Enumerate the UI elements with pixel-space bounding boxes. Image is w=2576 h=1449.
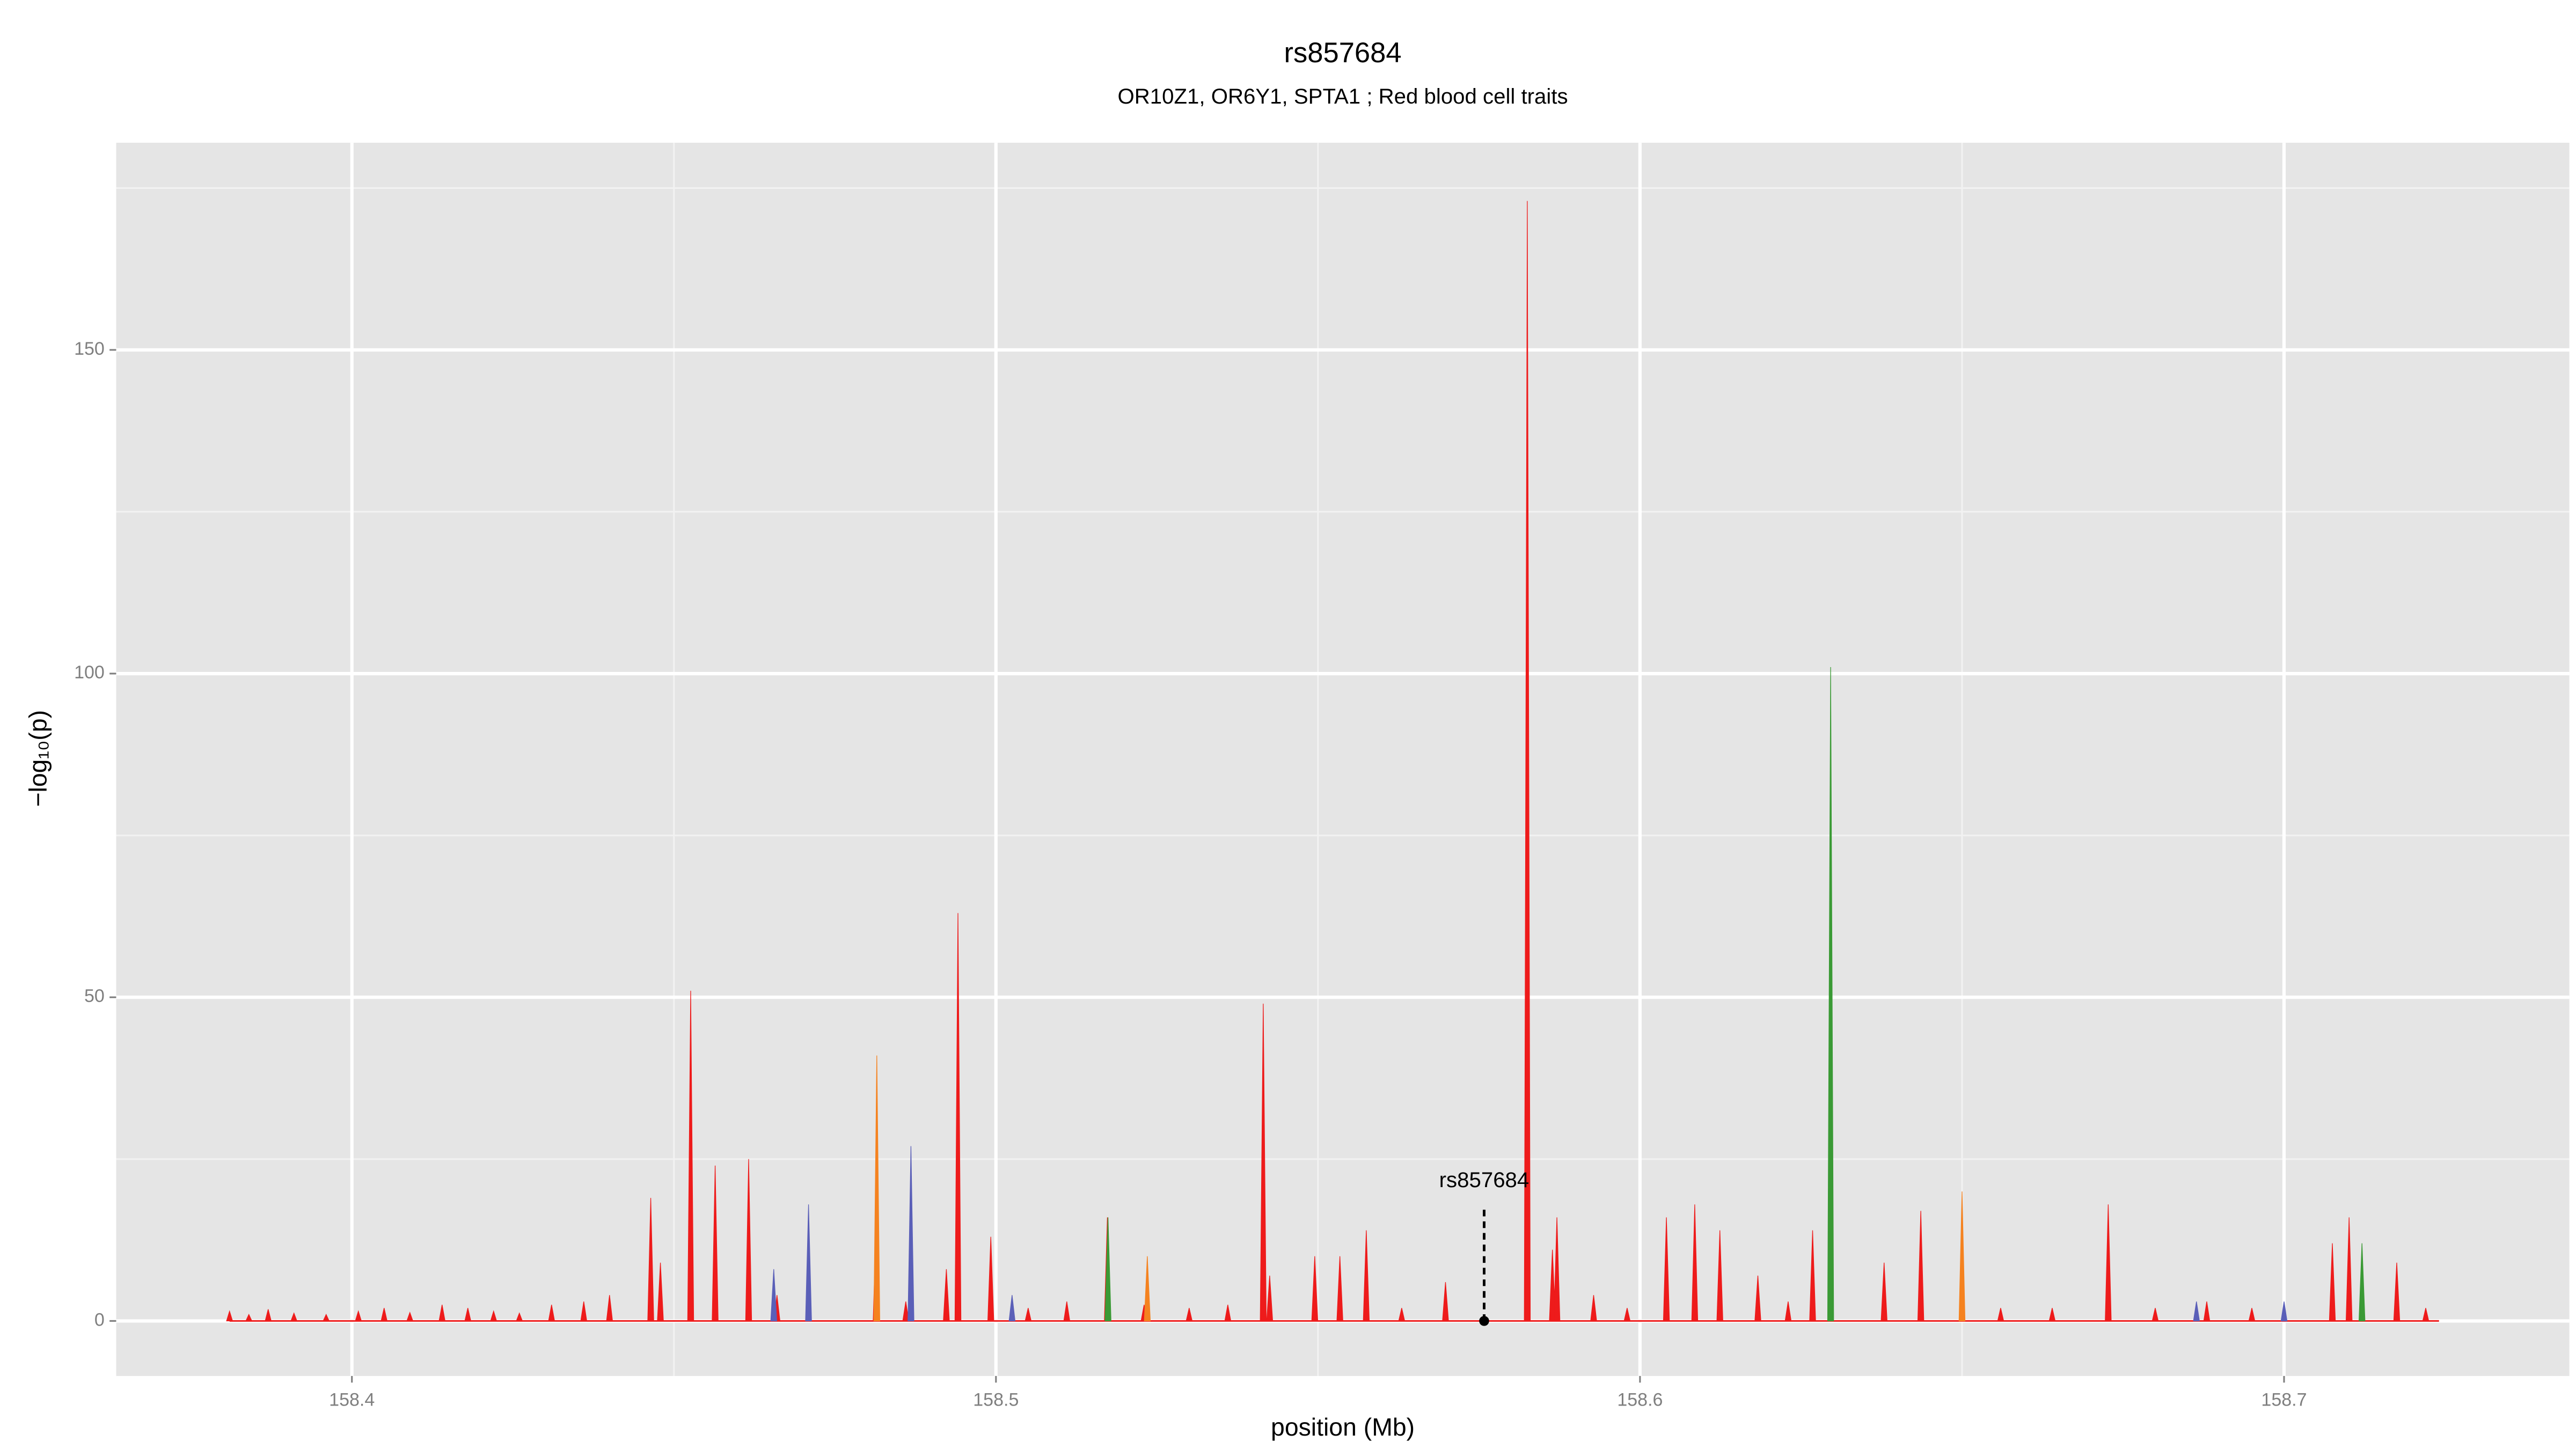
spike xyxy=(2345,1217,2353,1322)
spike xyxy=(406,1311,414,1322)
y-tick-label: 100 xyxy=(74,662,105,683)
spike xyxy=(1691,1204,1699,1322)
spike xyxy=(490,1310,497,1322)
spike xyxy=(290,1312,298,1322)
spike xyxy=(1590,1295,1597,1322)
spike xyxy=(265,1309,272,1322)
spike xyxy=(516,1312,523,1322)
spike xyxy=(1716,1230,1723,1322)
spike xyxy=(1784,1301,1792,1322)
chart-subtitle: OR10Z1, OR6Y1, SPTA1 ; Red blood cell tr… xyxy=(1118,84,1568,108)
spike xyxy=(987,1236,994,1322)
spike xyxy=(1809,1230,1816,1322)
y-axis-label: −log₁₀(p) xyxy=(24,710,52,807)
spike xyxy=(657,1262,664,1322)
spike xyxy=(873,1055,880,1322)
spike xyxy=(1336,1256,1343,1322)
spike xyxy=(712,1165,719,1322)
spike xyxy=(606,1295,613,1322)
spike xyxy=(2280,1301,2288,1322)
spike xyxy=(1260,1004,1267,1322)
spike xyxy=(954,913,962,1322)
spike xyxy=(1063,1301,1071,1322)
spike xyxy=(1104,1217,1111,1322)
spike xyxy=(380,1308,388,1322)
spike xyxy=(1398,1308,1406,1322)
x-tick-label: 158.7 xyxy=(2261,1389,2307,1410)
spike xyxy=(770,1269,778,1322)
spike xyxy=(580,1301,588,1322)
spike xyxy=(1553,1217,1561,1322)
spike xyxy=(464,1308,472,1322)
spike xyxy=(2358,1243,2366,1322)
chart-title: rs857684 xyxy=(1284,37,1401,69)
y-tick-label: 0 xyxy=(94,1309,105,1330)
spike xyxy=(1266,1275,1274,1322)
x-tick-label: 158.5 xyxy=(973,1389,1019,1410)
spike xyxy=(438,1305,446,1322)
spike xyxy=(548,1305,555,1322)
spike xyxy=(1997,1308,2004,1322)
spike xyxy=(647,1198,654,1322)
spike xyxy=(2193,1301,2200,1322)
spike xyxy=(1224,1305,1232,1322)
spike xyxy=(1363,1230,1370,1322)
y-tick-label: 50 xyxy=(84,986,105,1006)
x-tick-label: 158.6 xyxy=(1617,1389,1663,1410)
spike xyxy=(1623,1308,1631,1322)
spike xyxy=(2422,1308,2429,1322)
spike xyxy=(2151,1308,2159,1322)
spike xyxy=(355,1310,362,1322)
spike xyxy=(1144,1256,1151,1322)
spike xyxy=(226,1310,233,1322)
spike xyxy=(1958,1191,1966,1322)
spike xyxy=(2105,1204,2112,1322)
spike xyxy=(2203,1301,2211,1322)
x-axis-label: position (Mb) xyxy=(1271,1413,1415,1441)
spike xyxy=(902,1301,910,1322)
spike xyxy=(1827,667,1834,1322)
marks xyxy=(226,201,2439,1322)
spike xyxy=(1880,1262,1887,1322)
spike xyxy=(1311,1256,1319,1322)
plot-panel xyxy=(116,142,2570,1376)
spike xyxy=(2248,1308,2256,1322)
spike xyxy=(1917,1211,1924,1322)
spike xyxy=(908,1146,914,1322)
spike xyxy=(2329,1243,2336,1322)
spike xyxy=(2393,1262,2401,1322)
spike xyxy=(805,1204,812,1322)
spike xyxy=(2048,1308,2056,1322)
spike xyxy=(1663,1217,1670,1322)
spike xyxy=(745,1159,752,1322)
annotation-point xyxy=(1479,1316,1489,1326)
annotation-label: rs857684 xyxy=(1439,1168,1529,1192)
spike xyxy=(1549,1249,1556,1322)
spike xyxy=(687,991,694,1322)
spike xyxy=(245,1313,253,1322)
spike xyxy=(323,1313,330,1322)
spike xyxy=(1024,1308,1032,1322)
y-tick-label: 150 xyxy=(74,339,105,359)
spike xyxy=(1754,1275,1761,1322)
spike xyxy=(1185,1308,1193,1322)
x-tick-label: 158.4 xyxy=(329,1389,375,1410)
spike xyxy=(1008,1295,1016,1322)
spike xyxy=(1442,1282,1449,1322)
spike xyxy=(943,1269,950,1322)
spike xyxy=(1524,201,1531,1322)
